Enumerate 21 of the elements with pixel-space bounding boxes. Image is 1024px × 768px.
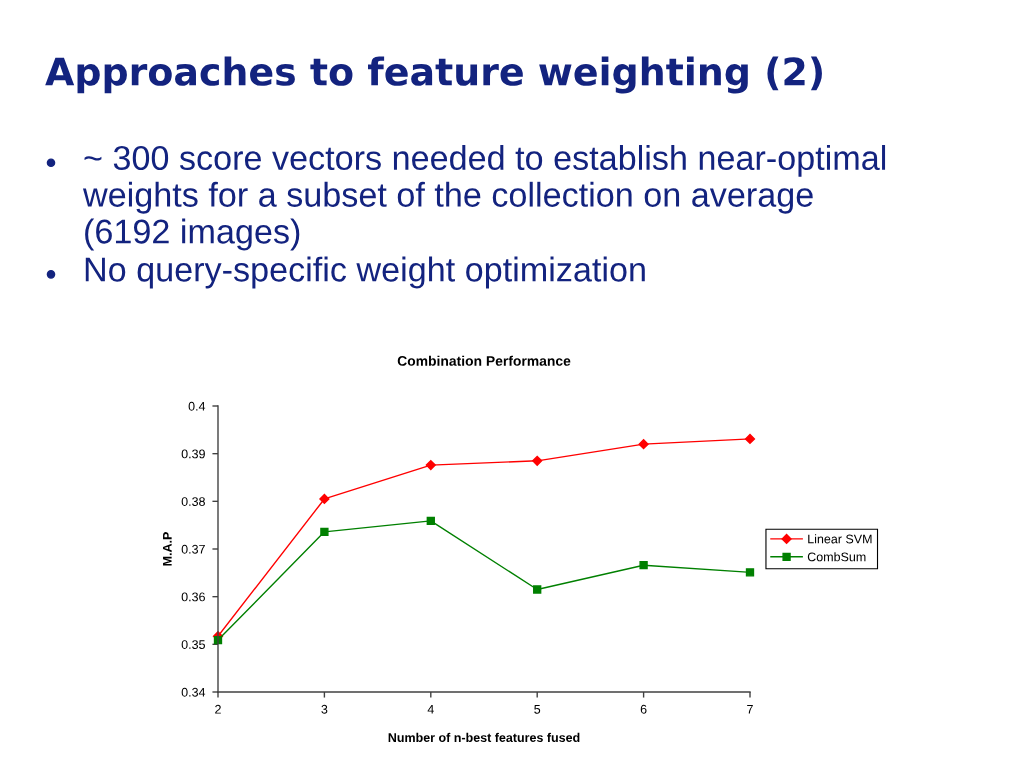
x-tick-label: 5 <box>534 704 541 714</box>
y-tick-label: 0.35 <box>181 640 205 649</box>
y-tick-label: 0.34 <box>181 687 206 697</box>
text: No query-specific weight optimization <box>85 256 645 289</box>
x-axis-title: Number of n-best features fused <box>388 732 580 742</box>
y-tick-label: 0.39 <box>181 449 205 459</box>
y-axis-title: M.A.P <box>163 532 172 566</box>
x-tick-label: 4 <box>427 704 434 714</box>
y-tick-label: 0.36 <box>181 592 205 602</box>
text: ~ 300 score vectors needed to establish near-optimal weights for a subset of the collection on average (6192 images) <box>82 145 886 251</box>
legend-label: CombSum <box>807 552 866 562</box>
y-tick-label: 0.4 <box>188 401 206 411</box>
legend-label: Linear SVM <box>808 534 872 544</box>
x-tick-label: 2 <box>215 704 221 714</box>
x-tick-label: 3 <box>321 704 328 714</box>
x-tick-label: 6 <box>640 704 647 714</box>
chart-title: Combination Performance <box>397 355 571 366</box>
y-tick-label: 0.37 <box>181 544 205 554</box>
text: Approaches to feature weighting (2) <box>45 56 822 94</box>
x-tick-label: 7 <box>747 704 753 714</box>
y-tick-label: 0.38 <box>181 497 205 506</box>
